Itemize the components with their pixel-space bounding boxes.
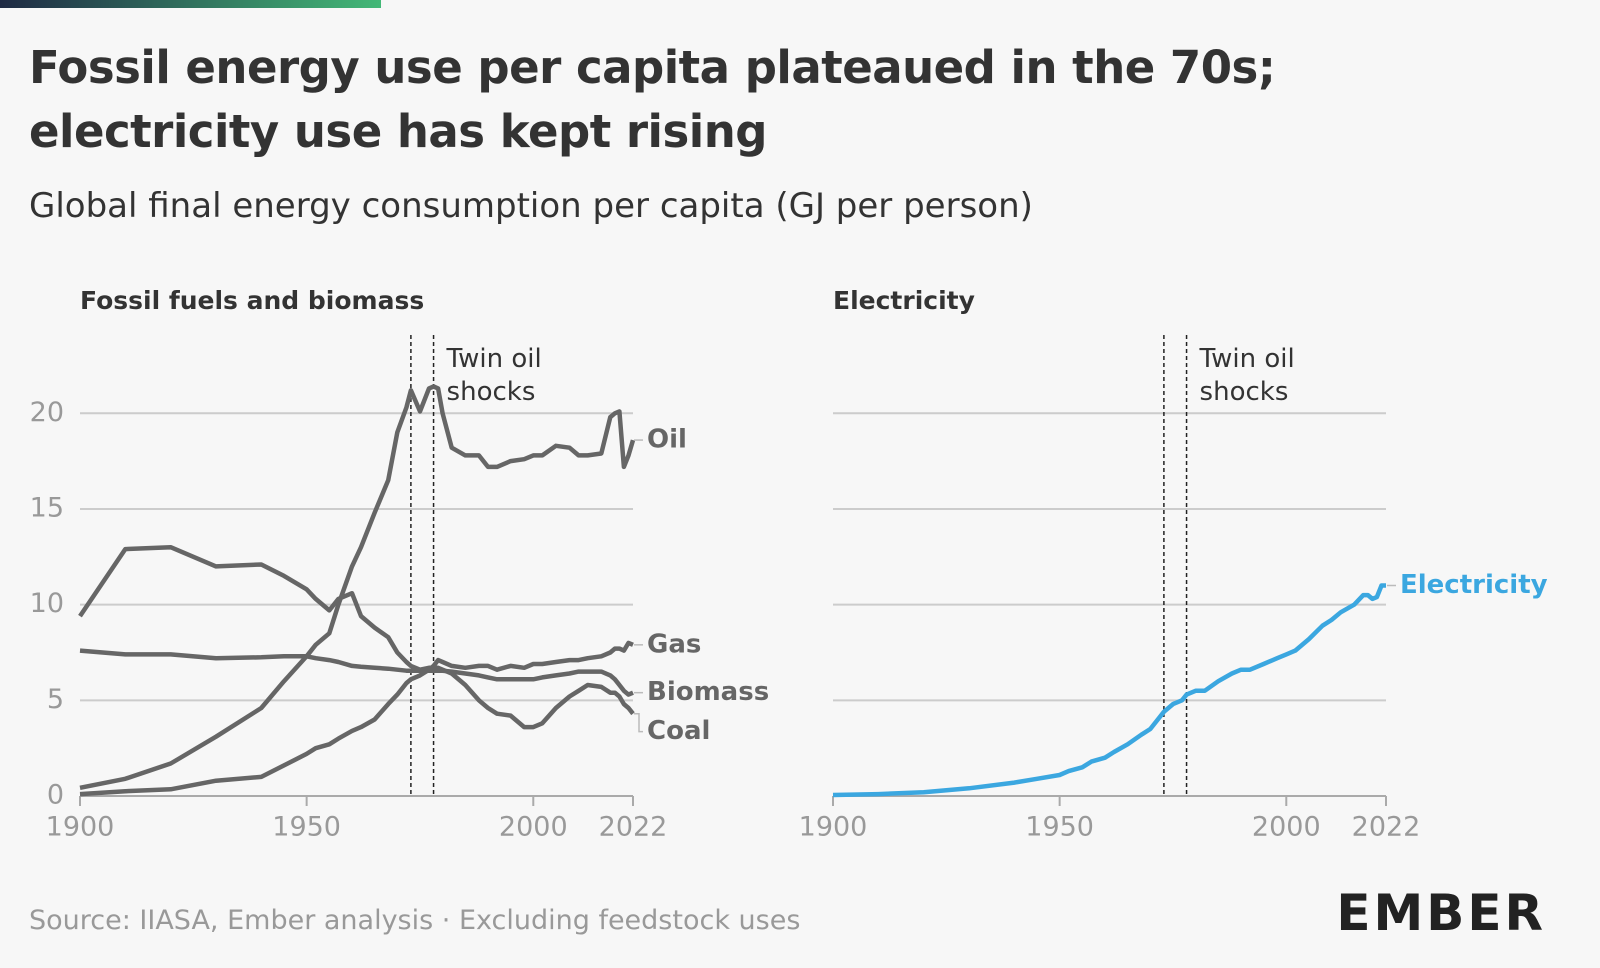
y-tick-label: 15 xyxy=(30,492,64,523)
y-tick-label: 10 xyxy=(30,588,64,619)
series-line xyxy=(79,384,636,791)
annotation: Twin oil shocks xyxy=(446,344,542,407)
x-tick-label: 1950 xyxy=(1025,812,1094,843)
chart-title: Electricity xyxy=(833,286,975,315)
x-tick-label: 2000 xyxy=(499,812,568,843)
chart-title: Fossil fuels and biomass xyxy=(80,286,424,315)
series-label: Electricity xyxy=(1400,570,1548,600)
x-tick-label: 2022 xyxy=(599,812,668,843)
accent-bar xyxy=(0,0,381,8)
y-tick-label: 20 xyxy=(30,397,64,428)
logo: EMBER xyxy=(1336,884,1546,942)
y-tick-label: 0 xyxy=(47,780,64,811)
series-label: Gas xyxy=(647,629,701,659)
x-tick-label: 1900 xyxy=(799,812,868,843)
source: Source: IIASA, Ember analysis · Excludin… xyxy=(29,905,801,936)
label-leader xyxy=(634,712,643,733)
page-title: Fossil energy use per capita plateaued i… xyxy=(29,41,1276,158)
series-line xyxy=(832,583,1386,798)
y-tick-label: 5 xyxy=(47,684,64,715)
series-line xyxy=(79,640,634,797)
series-line xyxy=(79,648,634,697)
x-tick-label: 2022 xyxy=(1352,812,1421,843)
x-tick-label: 1950 xyxy=(272,812,341,843)
series-label: Biomass xyxy=(647,677,769,707)
annotation: Twin oil shocks xyxy=(1199,344,1295,407)
x-tick-label: 2000 xyxy=(1252,812,1321,843)
series-label: Oil xyxy=(647,425,687,455)
series-line xyxy=(78,544,635,730)
x-tick-label: 1900 xyxy=(46,812,115,843)
subtitle: Global final energy consumption per capi… xyxy=(29,186,1033,226)
series-label: Coal xyxy=(647,716,710,746)
